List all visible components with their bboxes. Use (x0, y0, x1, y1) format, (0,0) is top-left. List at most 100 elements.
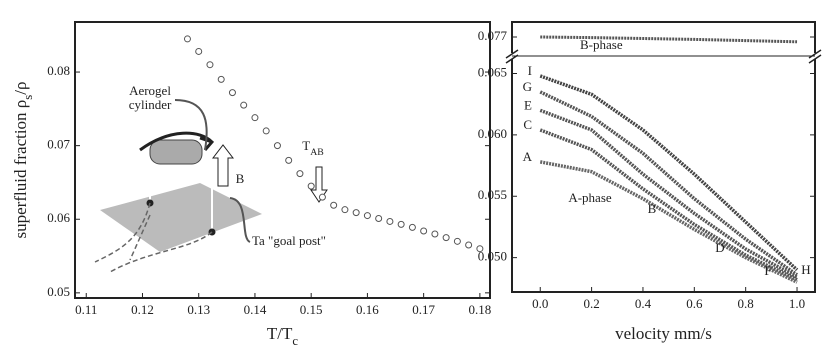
y-tick-label: 0.055 (478, 187, 507, 202)
annotation: H (801, 262, 810, 277)
series-label: E (524, 97, 532, 112)
x-tick-label: 0.13 (187, 302, 210, 317)
point (330, 201, 338, 209)
annotation: Ta "goal post" (252, 233, 326, 248)
point (352, 209, 360, 217)
point (240, 101, 248, 109)
point (476, 245, 484, 253)
left-frame (74, 21, 491, 299)
x-tick-label: 0.11 (75, 302, 97, 317)
y-tick-label: 0.06 (47, 210, 70, 225)
point (217, 75, 225, 83)
series-line (539, 90, 799, 277)
y-axis-label-part: superfluid fraction ρ (11, 100, 30, 239)
x-axis-label-part: velocity mm/s (615, 324, 712, 343)
x-axis-label: T/Tc (267, 324, 299, 348)
annotation-part: Aerogel (129, 83, 171, 98)
y-tick-label: 0.060 (478, 126, 507, 141)
annotation: B (236, 171, 245, 186)
x-tick-label: 0.16 (356, 302, 379, 317)
annotation: B (648, 201, 657, 216)
x-tick-label: 0.2 (583, 296, 599, 311)
point (442, 234, 450, 242)
x-tick-label: 0.14 (244, 302, 267, 317)
aerogel-cylinder (149, 139, 203, 165)
series-line (539, 128, 798, 282)
series-label: A (523, 149, 533, 164)
series-label: G (523, 79, 532, 94)
x-tick-label: 0.18 (469, 302, 492, 317)
point (318, 193, 326, 201)
annotation: A-phase (568, 190, 612, 205)
point (307, 182, 315, 190)
point (251, 114, 259, 122)
annotation: D (715, 240, 724, 255)
x-tick-label: 0.4 (635, 296, 652, 311)
point (431, 230, 439, 238)
series-label: B-phase (580, 37, 623, 52)
point (195, 47, 203, 55)
x-tick-label: 0.6 (686, 296, 703, 311)
annotation-part: D (715, 240, 724, 255)
point (273, 142, 281, 150)
y-tick-label: 0.077 (478, 28, 508, 43)
point (296, 170, 304, 178)
annotation: cylinder (129, 97, 172, 112)
x-tick-label: 0.12 (131, 302, 154, 317)
y-axis-label: superfluid fraction ρs/ρ (11, 82, 35, 239)
field-arrow (211, 144, 235, 187)
axis-break (505, 49, 822, 64)
point (386, 217, 394, 225)
x-tick-label: 0.15 (300, 302, 323, 317)
y-axis-label-part: /ρ (11, 82, 30, 95)
annotation-part: F (764, 263, 771, 278)
point (420, 227, 428, 235)
annotation-part: Ta "goal post" (252, 233, 326, 248)
x-axis-label-part: T/T (267, 324, 293, 343)
x-tick-label: 0.17 (412, 302, 435, 317)
series-line (539, 108, 798, 279)
point (363, 212, 371, 220)
series-line (539, 160, 798, 284)
point (408, 223, 416, 231)
y-tick-label: 0.08 (47, 63, 70, 78)
label-pointer (229, 197, 251, 243)
y-tick-label: 0.07 (47, 137, 70, 152)
point (285, 156, 293, 164)
x-axis-label-part: c (292, 334, 298, 348)
annotation-part: B (236, 171, 245, 186)
annotation-part: A-phase (568, 190, 612, 205)
annotation: F (764, 263, 771, 278)
point (183, 35, 191, 43)
y-tick-label: 0.05 (47, 284, 70, 299)
y-tick-label: 0.050 (478, 249, 507, 264)
x-tick-label: 0.8 (738, 296, 754, 311)
point (262, 127, 270, 135)
annotation-part: cylinder (129, 97, 172, 112)
x-tick-label: 1.0 (789, 296, 805, 311)
point (397, 220, 405, 228)
point (341, 206, 349, 214)
annotation-part: T (302, 138, 310, 153)
annotation-part: B (648, 201, 657, 216)
annotation-part: AB (310, 147, 324, 158)
annotation: Aerogel (129, 83, 171, 98)
annotation-part: H (801, 262, 810, 277)
point (206, 61, 214, 69)
plane (100, 183, 262, 252)
series-label: C (523, 117, 532, 132)
series-line (540, 35, 798, 44)
wires (94, 202, 213, 273)
y-axis-label-part: s (21, 95, 35, 100)
y-tick-label: 0.065 (478, 64, 507, 79)
break-mark (505, 49, 822, 64)
point (228, 89, 236, 97)
annotation: TAB (302, 138, 324, 158)
point (453, 237, 461, 245)
right-frame (511, 21, 816, 293)
series-label: I (528, 63, 532, 78)
point (375, 215, 383, 223)
x-tick-label: 0.0 (532, 296, 548, 311)
